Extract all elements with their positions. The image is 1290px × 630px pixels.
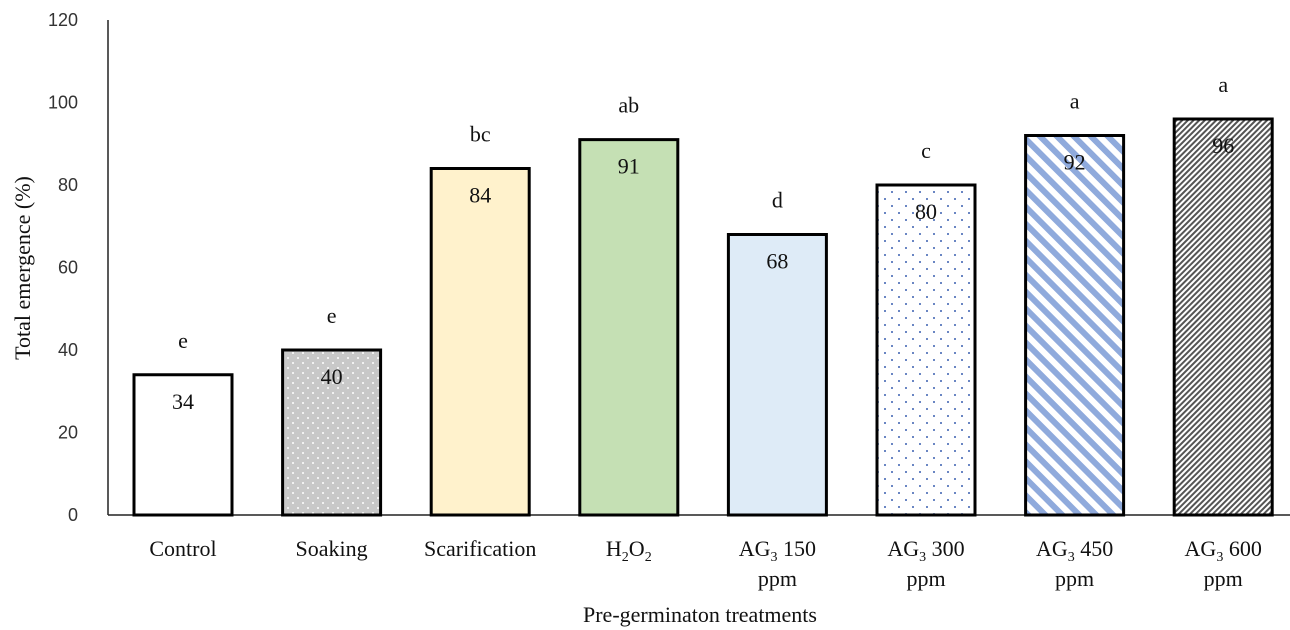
bar-outline	[429, 167, 531, 517]
bar-outline	[1024, 134, 1126, 517]
data-label: 91	[618, 154, 640, 179]
bar-outline	[281, 348, 383, 517]
significance-letter: c	[921, 138, 931, 163]
bar	[579, 139, 678, 515]
significance-letter: e	[178, 328, 188, 353]
bar-outline	[578, 138, 680, 517]
bar	[282, 350, 381, 515]
y-tick-label: 0	[68, 505, 78, 525]
data-label: 92	[1064, 150, 1086, 175]
category-label-line2: ppm	[906, 566, 945, 591]
category-label: AG3 300	[887, 536, 964, 565]
bar-outline	[1172, 117, 1274, 517]
x-axis-label: Pre-germinaton treatments	[583, 602, 817, 627]
significance-letter: e	[327, 303, 337, 328]
bar	[431, 168, 530, 515]
category-label: AG3 150	[739, 536, 816, 565]
bar	[1174, 119, 1273, 515]
bar	[134, 374, 232, 515]
significance-letter: bc	[470, 122, 491, 147]
significance-letter: a	[1070, 89, 1080, 114]
significance-letter: d	[772, 188, 783, 213]
data-label: 96	[1212, 133, 1234, 158]
category-label: Control	[149, 536, 216, 561]
bar	[1025, 135, 1124, 515]
y-tick-label: 20	[58, 423, 78, 443]
category-label-line2: ppm	[1055, 566, 1094, 591]
y-tick-label: 40	[58, 340, 78, 360]
data-label: 80	[915, 199, 937, 224]
category-labels: Control Soaking Scarification H2O2 AG3 150pp…	[149, 536, 1261, 591]
y-tick-label: 80	[58, 175, 78, 195]
data-label: 34	[172, 389, 194, 414]
bar-outline	[132, 373, 234, 517]
category-label: AG3 450	[1036, 536, 1113, 565]
category-label-line2: ppm	[1204, 566, 1243, 591]
y-tick-label: 100	[48, 93, 78, 113]
bar	[877, 185, 975, 515]
data-label: 84	[469, 183, 491, 208]
bar-outline	[726, 233, 828, 517]
category-label: Scarification	[424, 536, 536, 561]
y-axis-label: Total emergence (%)	[10, 176, 35, 360]
category-label: H2O2	[606, 536, 652, 565]
data-label: 68	[766, 249, 788, 274]
category-label: AG3 600	[1185, 536, 1262, 565]
y-tick-label: 120	[48, 10, 78, 30]
bars: 34 e 40 e 84 bc 91 ab 68 d 80 c 92 a 96 a	[132, 72, 1274, 517]
bar-outline	[875, 183, 977, 517]
category-label: Soaking	[296, 536, 368, 561]
bar	[728, 234, 827, 515]
category-label-line2: ppm	[758, 566, 797, 591]
significance-letter: a	[1218, 72, 1228, 97]
significance-letter: ab	[618, 93, 639, 118]
data-label: 40	[321, 364, 343, 389]
y-tick-label: 60	[58, 258, 78, 278]
y-ticks: 0 20 40 60 80 100 120	[48, 10, 78, 525]
